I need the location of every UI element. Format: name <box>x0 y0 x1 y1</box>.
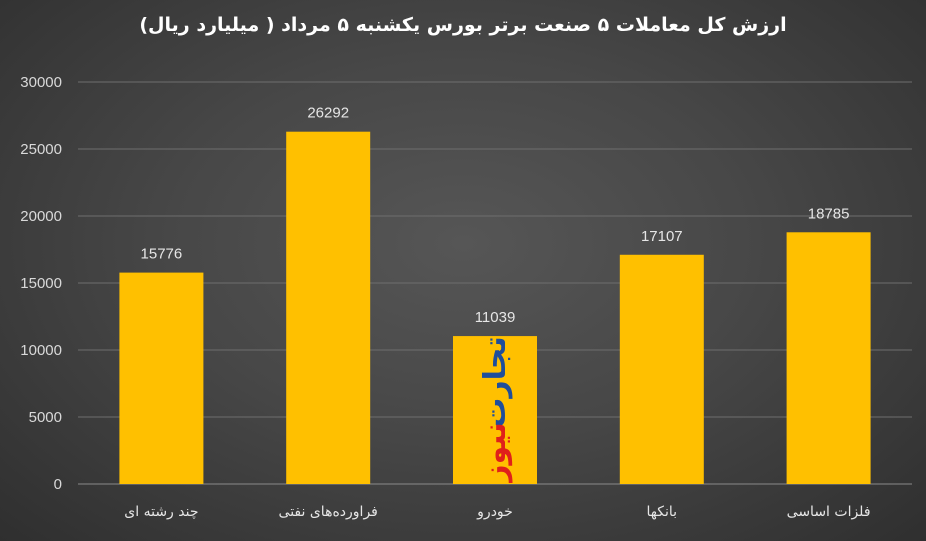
y-tick-label: 20000 <box>20 208 62 225</box>
bars-layer <box>119 131 871 484</box>
data-label: 11039 <box>475 309 516 326</box>
data-label: 15776 <box>141 246 183 263</box>
watermark-text-1: تجارت <box>478 336 513 428</box>
bar <box>119 272 204 484</box>
chart-title: ارزش کل معاملات ۵ صنعت برتر بورس یکشنبه … <box>139 14 787 36</box>
y-tick-label: 15000 <box>20 275 62 292</box>
category-label: خودرو <box>476 504 513 520</box>
y-tick-label: 0 <box>54 476 62 493</box>
category-label: فراورده‌های نفتی <box>279 504 378 520</box>
category-label: فلزات اساسی <box>787 504 871 520</box>
data-label: 26292 <box>307 105 349 122</box>
data-label: 17107 <box>641 228 683 245</box>
y-tick-label: 30000 <box>20 74 62 91</box>
watermark-text-2: نیوز <box>478 422 513 484</box>
bar <box>786 232 871 484</box>
y-tick-label: 10000 <box>20 342 62 359</box>
y-tick-label: 5000 <box>29 409 62 426</box>
data-label: 18785 <box>808 205 850 222</box>
labels-layer: 0 5000 10000 15000 20000 25000 30000 15776 چند ر… <box>20 74 870 520</box>
bar <box>286 131 371 484</box>
category-label: بانکها <box>647 504 678 520</box>
bar <box>619 254 704 484</box>
y-tick-label: 25000 <box>20 141 62 158</box>
category-label: چند رشته ای <box>124 504 198 520</box>
bar <box>453 336 537 484</box>
